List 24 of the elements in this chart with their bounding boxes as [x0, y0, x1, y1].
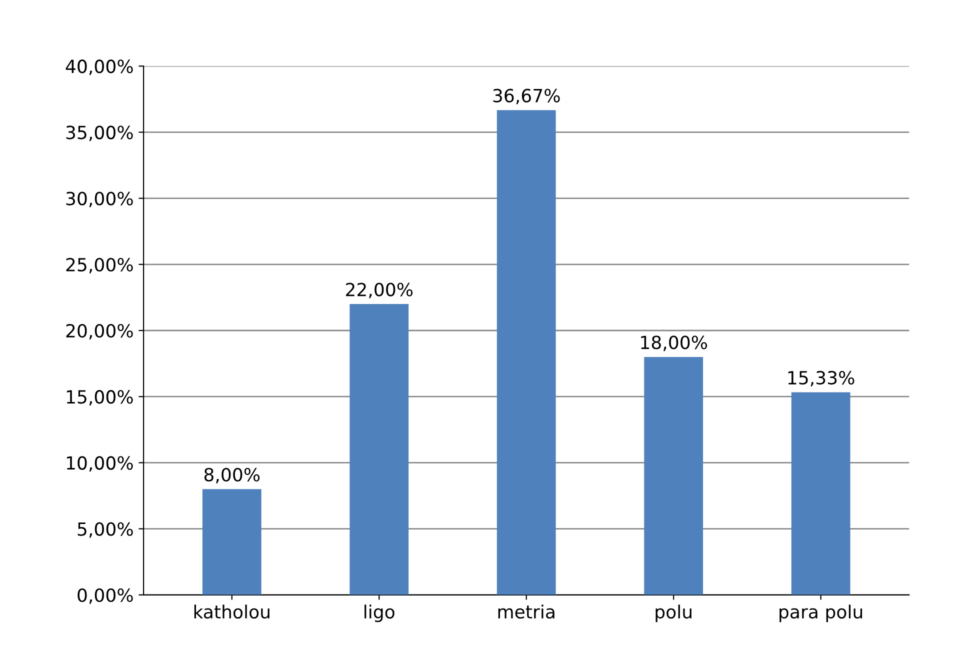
bar: [644, 356, 704, 595]
x-tick-label: katholou: [194, 604, 270, 619]
y-tick-label: 15,00%: [66, 390, 133, 406]
data-label: 15,33%: [788, 370, 854, 386]
data-label: 36,67%: [493, 88, 560, 104]
data-label: 22,00%: [346, 282, 413, 298]
x-tick-label: ligo: [364, 604, 394, 622]
y-tick-label: 30,00%: [66, 192, 133, 208]
x-tick-label: polu: [656, 604, 692, 622]
bar: [202, 489, 262, 595]
y-tick-label: 10,00%: [66, 456, 133, 472]
y-tick-label: 20,00%: [66, 324, 133, 340]
y-tick-label: 0,00%: [78, 588, 133, 604]
bar: [350, 304, 409, 595]
y-tick-label: 5,00%: [78, 522, 133, 538]
x-tick-label: para polu: [780, 604, 862, 622]
y-tick-label: 40,00%: [66, 60, 133, 76]
y-tick-label: 25,00%: [66, 258, 133, 274]
data-label: 8,00%: [204, 468, 260, 484]
y-tick-label: 35,00%: [66, 126, 133, 142]
bar: [791, 392, 850, 595]
bar: [496, 110, 556, 595]
x-tick-label: metria: [498, 604, 554, 619]
data-label: 18,00%: [641, 336, 708, 352]
